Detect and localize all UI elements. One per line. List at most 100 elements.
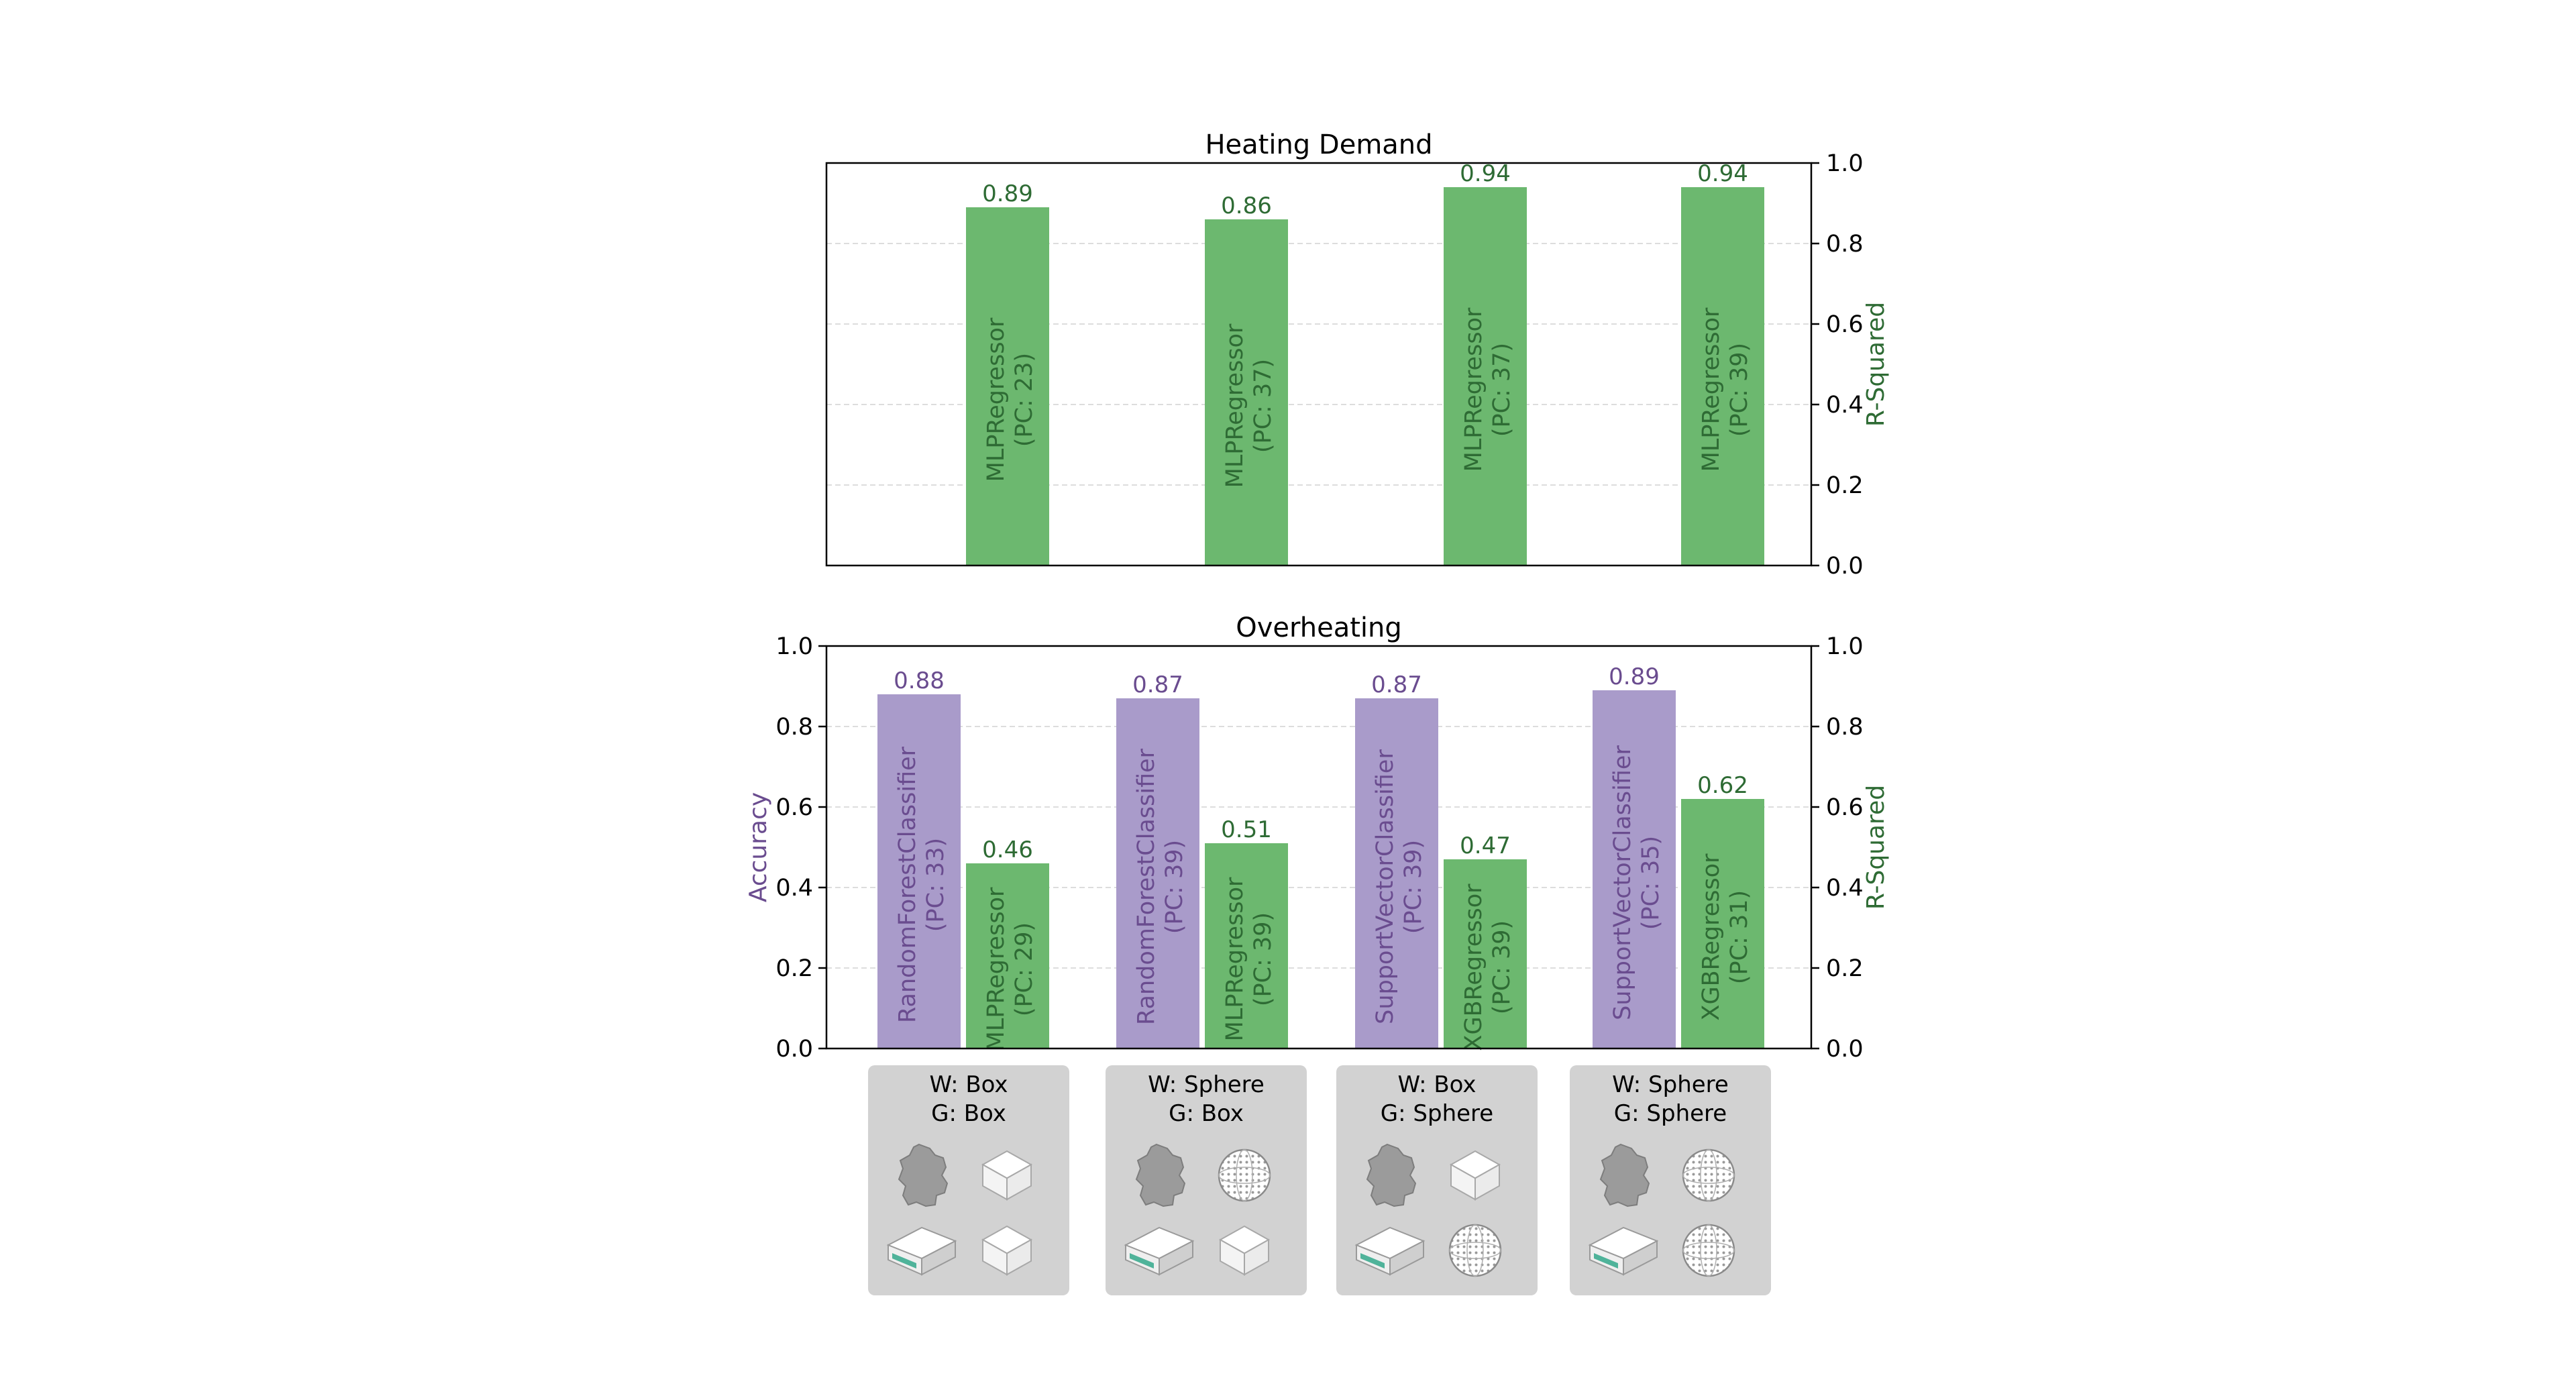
building-icon: [1354, 1226, 1426, 1276]
model-label: MLPRegressor(PC: 23): [983, 317, 1038, 482]
cube-icon: [981, 1150, 1033, 1201]
model-label-line: RandomForestClassifier: [1133, 748, 1160, 1025]
model-label: SupportVectorClassifier(PC: 39): [1372, 749, 1427, 1024]
value-label: 0.46: [982, 837, 1033, 863]
chart-title: Overheating: [1236, 612, 1402, 643]
value-label: 0.94: [1460, 160, 1511, 187]
right-tick-label: 0.0: [1826, 553, 1864, 580]
right-tick-label: 1.0: [1826, 633, 1864, 660]
model-label-line: (PC: 33): [922, 838, 949, 932]
model-label-line: (PC: 37): [1489, 343, 1515, 437]
rsquared-bar: [1681, 799, 1764, 1048]
building-icon: [1124, 1226, 1195, 1276]
rsquared-bar: [966, 207, 1049, 566]
model-label-line: MLPRegressor: [983, 887, 1010, 1051]
building-icon: [886, 1226, 957, 1276]
model-label: XGBRegressor(PC: 39): [1460, 883, 1515, 1051]
right-tick-label: 0.6: [1826, 794, 1864, 821]
model-label-line: (PC: 31): [1726, 890, 1753, 984]
model-label-line: XGBRegressor: [1698, 853, 1725, 1021]
window-strip: [1130, 1253, 1154, 1269]
window-strip: [892, 1253, 916, 1269]
germany-map-icon: [1599, 1143, 1650, 1207]
window-strip: [1594, 1253, 1618, 1269]
left-tick-label: 1.0: [775, 633, 813, 660]
model-label-line: (PC: 39): [1400, 840, 1427, 934]
model-label-line: RandomForestClassifier: [894, 746, 921, 1023]
right-tick-label: 0.6: [1826, 311, 1864, 338]
rsquared-bar: [966, 863, 1049, 1048]
rsquared-bar: [1681, 187, 1764, 566]
sphere-icon: [1218, 1148, 1271, 1202]
model-label-line: (PC: 35): [1638, 836, 1664, 930]
model-label: RandomForestClassifier(PC: 39): [1133, 748, 1188, 1025]
value-label: 0.87: [1371, 671, 1422, 698]
accuracy-bar: [1355, 698, 1438, 1048]
model-label-line: MLPRegressor: [1222, 323, 1248, 488]
model-label-line: MLPRegressor: [983, 317, 1010, 482]
value-label: 0.94: [1697, 160, 1748, 187]
right-axis-label: R-Squared: [1862, 302, 1890, 427]
rsquared-bar: [1205, 219, 1288, 566]
model-label: SupportVectorClassifier(PC: 35): [1609, 745, 1664, 1020]
germany-map-icon: [898, 1143, 949, 1207]
window-strip: [1360, 1253, 1385, 1269]
sphere-icon: [1682, 1148, 1735, 1202]
model-label-line: (PC: 39): [1726, 343, 1753, 437]
model-label: MLPRegressor(PC: 39): [1698, 307, 1753, 472]
right-tick-label: 0.8: [1826, 231, 1864, 258]
model-label-line: MLPRegressor: [1222, 877, 1248, 1041]
scenario-weather-label: W: Sphere: [1612, 1071, 1729, 1098]
model-label-line: MLPRegressor: [1698, 307, 1725, 472]
right-tick-label: 0.0: [1826, 1036, 1864, 1063]
value-label: 0.87: [1132, 671, 1183, 698]
left-tick-label: 0.8: [775, 714, 813, 741]
model-label: MLPRegressor(PC: 37): [1460, 307, 1515, 472]
plot-frame: [825, 645, 1813, 1050]
sphere-icon: [1448, 1224, 1502, 1277]
value-label: 0.47: [1460, 832, 1511, 859]
value-label: 0.86: [1221, 193, 1272, 219]
model-label-line: (PC: 29): [1011, 922, 1038, 1016]
model-label-line: (PC: 39): [1250, 912, 1277, 1006]
cube-icon: [981, 1225, 1033, 1276]
rsquared-bar: [1205, 843, 1288, 1048]
model-label: MLPRegressor(PC: 37): [1222, 323, 1277, 488]
model-label: MLPRegressor(PC: 39): [1222, 877, 1277, 1041]
rsquared-bar: [1444, 859, 1527, 1048]
right-axis-label: R-Squared: [1862, 785, 1890, 910]
scenario-weather-label: W: Box: [1397, 1071, 1476, 1098]
left-axis-label: Accuracy: [745, 792, 772, 902]
value-label: 0.89: [1609, 663, 1660, 690]
value-label: 0.88: [894, 667, 945, 694]
left-tick-label: 0.2: [775, 955, 813, 982]
model-label-line: XGBRegressor: [1460, 883, 1487, 1051]
scenario-weather-label: W: Box: [929, 1071, 1008, 1098]
right-tick-label: 0.8: [1826, 714, 1864, 741]
value-label: 0.62: [1697, 772, 1748, 799]
value-label: 0.51: [1221, 816, 1272, 843]
model-label-line: (PC: 23): [1011, 353, 1038, 447]
cube-icon: [1449, 1150, 1501, 1201]
model-label-line: (PC: 39): [1161, 840, 1188, 934]
left-tick-label: 0.0: [775, 1036, 813, 1063]
scenario-geometry-label: G: Box: [1169, 1100, 1244, 1127]
scenario-geometry-label: G: Sphere: [1614, 1100, 1727, 1127]
cube-icon: [1218, 1225, 1271, 1276]
model-label: RandomForestClassifier(PC: 33): [894, 746, 949, 1023]
accuracy-bar: [877, 694, 961, 1048]
right-tick-label: 0.4: [1826, 875, 1864, 902]
scenario-weather-label: W: Sphere: [1148, 1071, 1265, 1098]
value-label: 0.89: [982, 180, 1033, 207]
germany-map-icon: [1366, 1143, 1417, 1207]
left-tick-label: 0.4: [775, 875, 813, 902]
model-label-line: MLPRegressor: [1460, 307, 1487, 472]
right-tick-label: 0.2: [1826, 955, 1864, 982]
